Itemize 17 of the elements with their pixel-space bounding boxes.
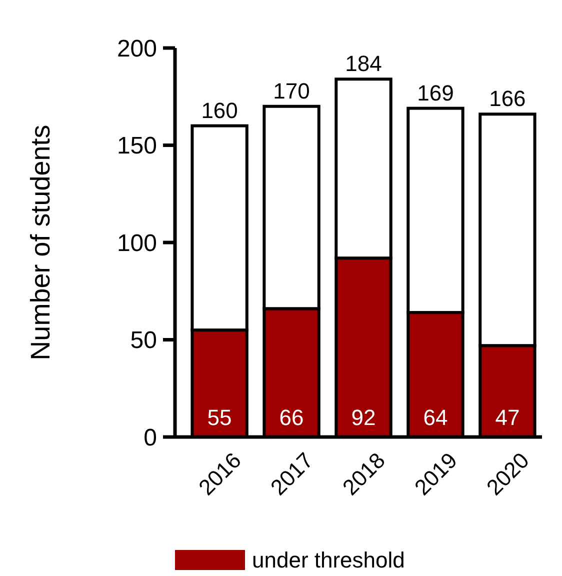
y-tick-label: 200 bbox=[116, 35, 157, 62]
y-tick-label: 50 bbox=[130, 327, 157, 354]
data-label: 64 bbox=[423, 405, 448, 430]
total-label: 184 bbox=[345, 51, 382, 76]
total-label: 169 bbox=[417, 80, 454, 106]
data-label: 55 bbox=[207, 405, 232, 430]
y-tick-label: 0 bbox=[144, 424, 157, 452]
y-axis-title: Number of students bbox=[25, 124, 56, 360]
y-tick-label: 150 bbox=[116, 132, 157, 160]
legend-label: under threshold bbox=[252, 548, 405, 573]
total-label: 166 bbox=[489, 86, 526, 112]
data-label: 47 bbox=[495, 405, 520, 430]
data-label: 92 bbox=[351, 405, 376, 430]
data-label: 66 bbox=[279, 405, 304, 430]
total-label: 170 bbox=[273, 78, 310, 104]
total-label: 160 bbox=[201, 98, 238, 123]
y-tick-label: 100 bbox=[116, 230, 157, 257]
